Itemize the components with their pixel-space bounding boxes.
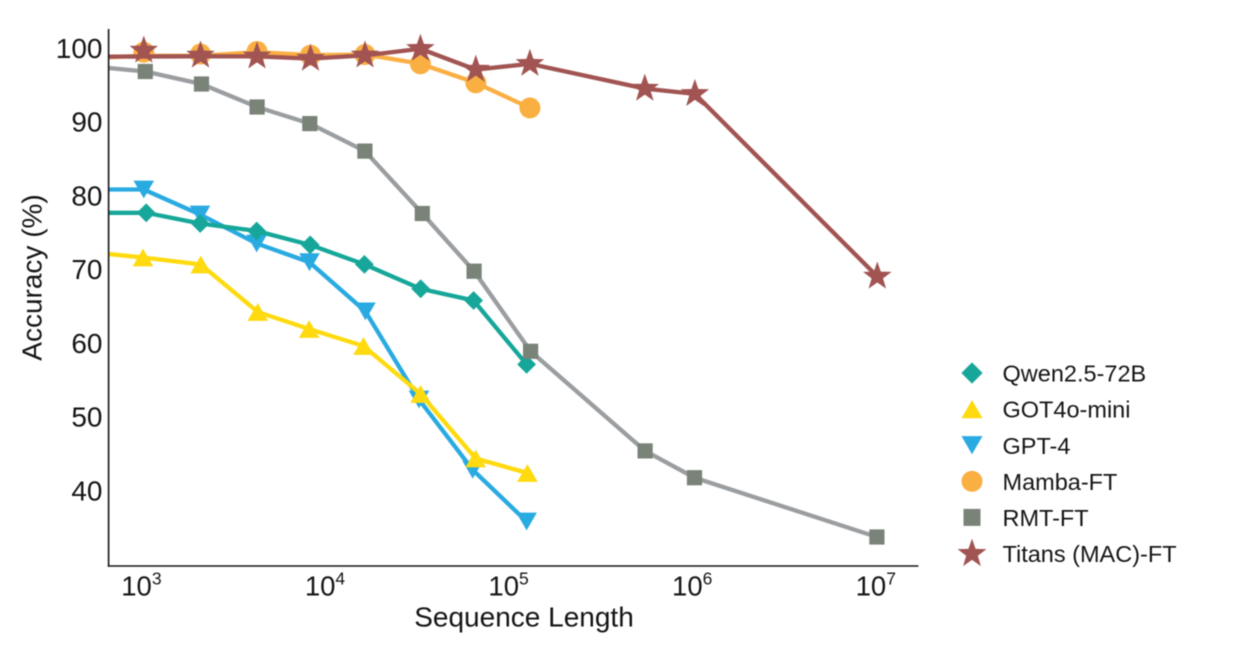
svg-text:RMT-FT: RMT-FT xyxy=(1003,505,1089,531)
svg-text:80: 80 xyxy=(71,181,102,212)
svg-text:60: 60 xyxy=(71,328,102,359)
svg-text:Accuracy (%): Accuracy (%) xyxy=(17,194,48,360)
svg-text:GOT4o-mini: GOT4o-mini xyxy=(1003,397,1131,423)
svg-text:GPT-4: GPT-4 xyxy=(1003,433,1071,459)
svg-text:Mamba-FT: Mamba-FT xyxy=(1003,469,1118,495)
svg-text:Titans (MAC)-FT: Titans (MAC)-FT xyxy=(1003,541,1177,567)
svg-text:40: 40 xyxy=(71,476,102,507)
svg-text:Qwen2.5-72B: Qwen2.5-72B xyxy=(1003,361,1147,387)
svg-text:90: 90 xyxy=(71,107,102,138)
svg-text:Sequence Length: Sequence Length xyxy=(414,602,634,633)
svg-text:70: 70 xyxy=(71,254,102,285)
svg-text:50: 50 xyxy=(71,402,102,433)
svg-text:104: 104 xyxy=(305,569,346,602)
svg-text:100: 100 xyxy=(56,33,103,64)
